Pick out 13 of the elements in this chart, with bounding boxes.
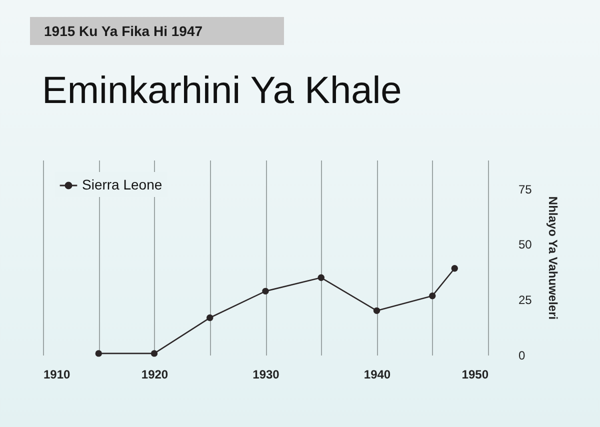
x-tick-label: 1920 [141,368,168,382]
x-tick-label: 1910 [44,368,71,382]
y-axis-title: Nhlayo Ya Vahuweleri [546,196,560,320]
chart-subtitle: 1915 Ku Ya Fika Hi 1947 [30,17,284,45]
legend-label: Sierra Leone [82,176,162,192]
y-tick-label: 50 [518,238,532,252]
x-tick-label: 1930 [252,368,280,382]
y-tick-label: 75 [518,182,532,196]
y-tick-label: 25 [518,293,532,308]
y-tick-label: 0 [518,348,526,362]
x-tick-label: 1940 [364,368,391,382]
x-tick-label: 1950 [462,368,489,382]
chart-title: Eminkarhini Ya Khale [42,70,402,113]
